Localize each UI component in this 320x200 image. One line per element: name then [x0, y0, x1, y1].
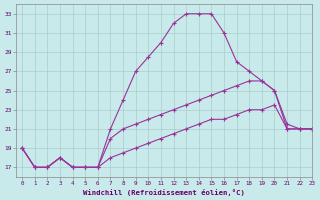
X-axis label: Windchill (Refroidissement éolien,°C): Windchill (Refroidissement éolien,°C): [83, 189, 245, 196]
